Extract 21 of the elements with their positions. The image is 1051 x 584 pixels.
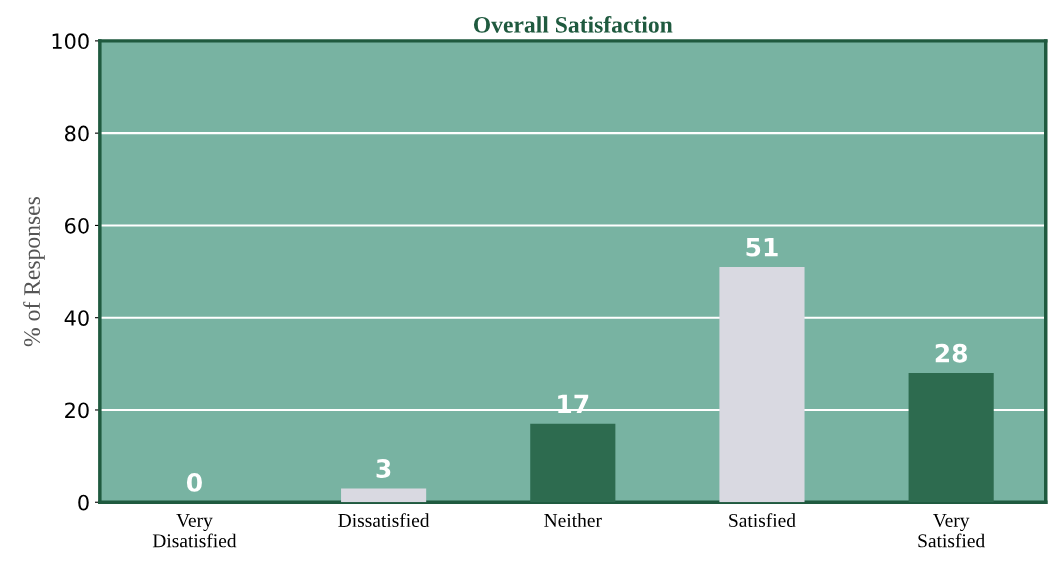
data-label: 3: [376, 459, 391, 478]
data-label: 28: [935, 343, 967, 363]
x-tick-label: Dissatisfied: [338, 513, 430, 528]
y-tick-label: 80: [65, 125, 89, 142]
y-tick-label: 20: [65, 402, 89, 419]
x-tick-label: Very Disatisfied: [152, 514, 237, 548]
bar: [908, 373, 994, 503]
bar: [530, 423, 616, 503]
y-tick-label: 100: [52, 33, 89, 50]
x-tick-label: Neither: [544, 513, 602, 528]
x-tick-label: Satisfied: [729, 513, 796, 528]
y-axis-title: % of Responses: [23, 197, 45, 347]
y-tick-label: 40: [64, 310, 89, 326]
chart-title: Overall Satisfaction: [473, 15, 673, 33]
bar: [341, 488, 427, 503]
y-tick-label: 0: [78, 494, 89, 511]
y-tick-label: 60: [65, 217, 89, 234]
data-label: 0: [186, 472, 202, 492]
data-label: 51: [746, 237, 778, 257]
bar: [719, 266, 805, 503]
x-tick-label: Very Satisfied: [918, 514, 985, 548]
